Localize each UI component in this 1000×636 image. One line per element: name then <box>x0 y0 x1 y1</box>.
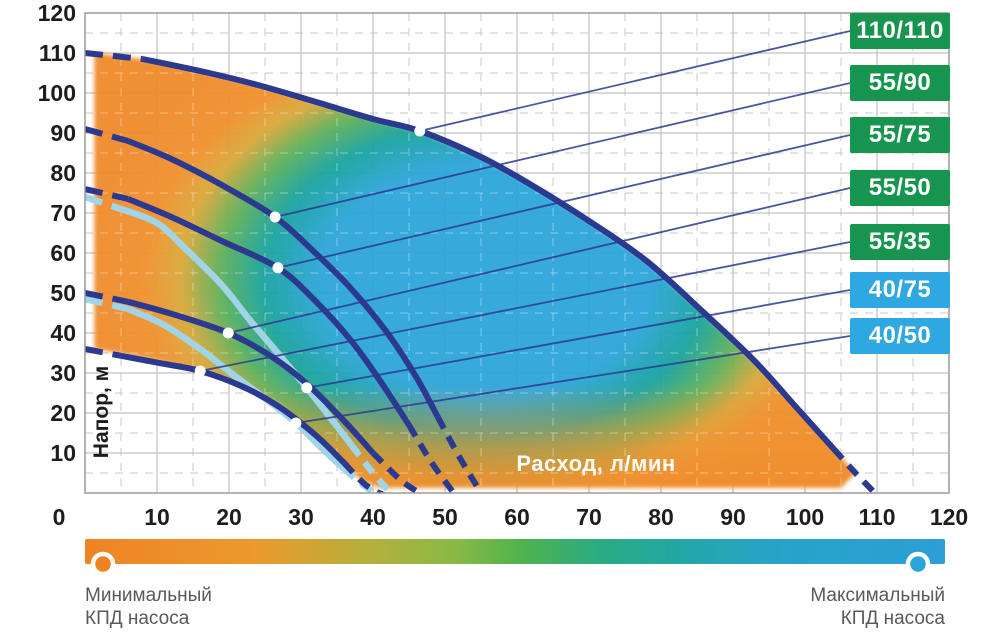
x-tick-label: 60 <box>504 504 530 530</box>
legend-min-line2: КПД насоса <box>85 608 190 629</box>
min-efficiency-dot <box>90 551 116 577</box>
leader-line-40-50 <box>295 335 851 424</box>
leader-line-110-110 <box>419 30 851 132</box>
curve-markers <box>194 125 426 429</box>
curve-tail-dashed <box>831 446 880 493</box>
marker-dot-55-90 <box>269 211 281 223</box>
x-tick-label: 100 <box>785 504 825 530</box>
curve-55-90 <box>85 126 484 493</box>
x-tick-label: 110 <box>858 504 896 530</box>
badge-55-90: 55/90 <box>850 65 950 101</box>
x-tick-label: 70 <box>576 504 602 530</box>
efficiency-region <box>94 53 856 488</box>
leader-line-40-75 <box>306 289 851 389</box>
badge-55-50: 55/50 <box>850 170 950 206</box>
curve-tail-dashed <box>435 415 484 493</box>
curve-tail-dashed <box>406 423 455 493</box>
badge-110-110: 110/110 <box>850 13 950 49</box>
y-tick-label: 110 <box>38 40 76 66</box>
y-tick-label: 10 <box>50 440 76 466</box>
leader-lines <box>200 30 851 424</box>
x-tick-label: 0 <box>52 504 66 530</box>
legend-min-efficiency-label: Минимальный КПД насоса <box>85 584 212 630</box>
y-tick-label: 30 <box>50 360 76 386</box>
legend-max-line1: Максимальный <box>810 585 945 606</box>
efficiency-legend <box>85 539 945 577</box>
marker-dot-55-50 <box>222 327 234 339</box>
legend-min-line1: Минимальный <box>85 585 212 606</box>
efficiency-region-bottom-fade <box>94 53 856 488</box>
efficiency-gradient-bar <box>85 539 945 564</box>
badge-55-35: 55/35 <box>850 224 950 260</box>
x-tick-label: 80 <box>648 504 674 530</box>
marker-dot-110-110 <box>414 125 426 137</box>
y-tick-label: 90 <box>50 120 76 146</box>
y-tick-label: 70 <box>50 200 76 226</box>
curve-head-dashed <box>85 186 129 202</box>
leader-line-55-90 <box>274 82 851 218</box>
curve-tail-dashed <box>370 450 426 493</box>
x-tick-label: 10 <box>144 504 170 530</box>
y-tick-label: 80 <box>50 160 76 186</box>
legend-max-line2: КПД насоса <box>840 608 945 629</box>
y-tick-label: 100 <box>37 80 76 106</box>
y-tick-label: 60 <box>50 240 76 266</box>
x-tick-label: 120 <box>929 504 969 530</box>
leader-line-55-35 <box>200 241 851 372</box>
curve-solid <box>119 205 354 447</box>
legend-max-efficiency-label: Максимальный КПД насоса <box>810 584 945 630</box>
curve-tail-dashed <box>342 460 387 493</box>
curve-55-75 <box>85 186 455 493</box>
max-efficiency-dot <box>905 551 931 577</box>
curve-head-dashed <box>85 295 129 313</box>
leader-line-55-75 <box>277 134 851 269</box>
x-tick-label: 40 <box>360 504 386 530</box>
y-tick-label: 50 <box>50 280 76 306</box>
curve-55-35 <box>85 346 387 493</box>
x-tick-label: 50 <box>432 504 458 530</box>
curve-solid <box>120 352 347 466</box>
y-tick-label: 120 <box>37 0 76 26</box>
curve-head-dashed <box>85 346 122 359</box>
curve-head-dashed <box>85 290 129 305</box>
x-axis-title: Расход, л/мин <box>516 451 676 476</box>
x-tick-label: 30 <box>288 504 314 530</box>
leader-line-55-50 <box>228 187 851 334</box>
curve-head-dashed <box>85 126 130 144</box>
curve-40-75 <box>85 193 394 493</box>
badge-40-75: 40/75 <box>850 272 950 308</box>
x-tick-label: 90 <box>720 504 746 530</box>
y-axis-title: Напор, м <box>90 365 113 459</box>
badge-40-50: 40/50 <box>850 318 950 354</box>
y-tick-label: 20 <box>50 400 76 426</box>
marker-dot-55-75 <box>272 262 284 274</box>
marker-dot-40-50 <box>290 417 302 429</box>
marker-dot-40-75 <box>301 382 313 394</box>
badge-55-75: 55/75 <box>850 117 950 153</box>
curve-head-dashed <box>85 50 143 62</box>
curve-head-dashed <box>85 193 123 213</box>
curve-tail-dashed <box>348 443 394 493</box>
marker-dot-55-35 <box>194 365 206 377</box>
curve-110-110 <box>85 50 880 493</box>
curve-solid <box>141 56 837 452</box>
y-tick-label: 40 <box>50 320 76 346</box>
curve-solid <box>127 196 412 427</box>
curve-solid <box>127 138 441 419</box>
x-tick-label: 20 <box>216 504 242 530</box>
